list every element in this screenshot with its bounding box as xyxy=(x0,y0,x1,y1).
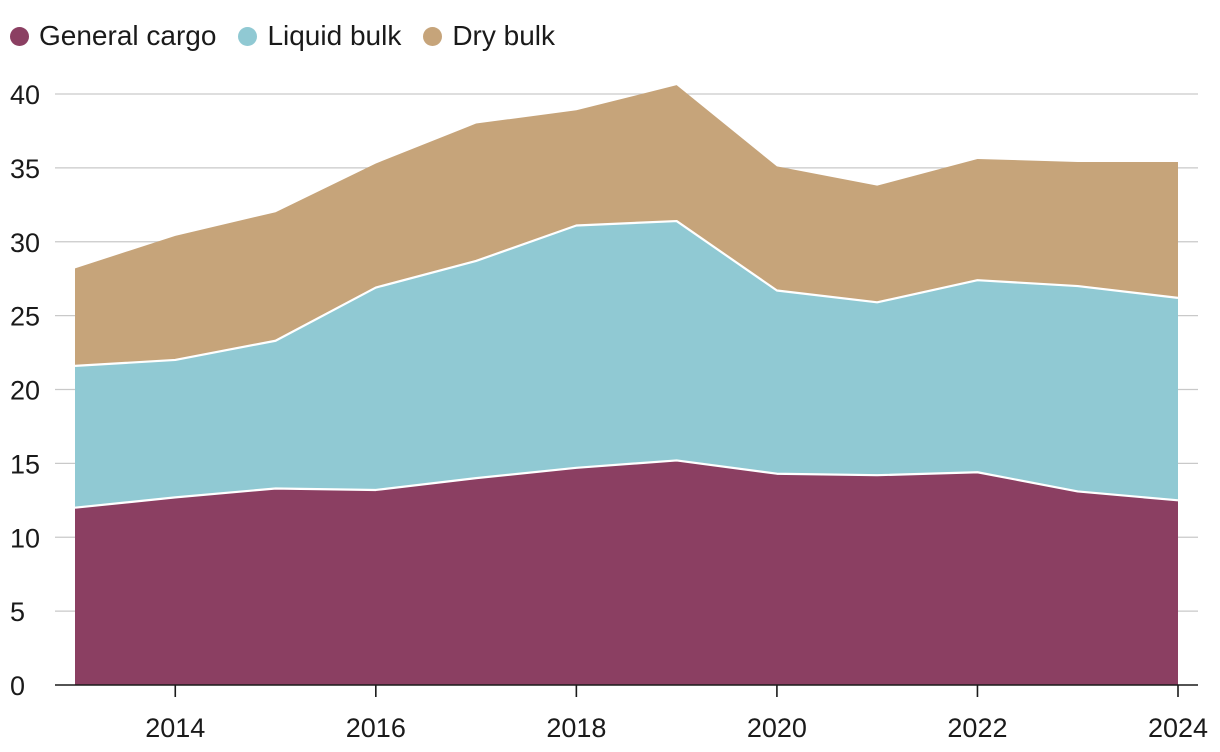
x-tick-labels: 2014 2016 2018 2020 2022 2024 xyxy=(145,713,1208,743)
series-areas xyxy=(75,85,1178,685)
legend-swatch-liquid-bulk xyxy=(238,26,258,46)
legend-item-dry-bulk: Dry bulk xyxy=(423,20,555,52)
boundary-general-cargo xyxy=(74,459,1179,509)
legend-label-liquid-bulk: Liquid bulk xyxy=(267,20,402,51)
x-tick-label-2020: 2020 xyxy=(747,713,807,743)
y-tick-label-35: 35 xyxy=(10,154,40,184)
legend-swatch-general-cargo xyxy=(10,26,29,46)
y-tick-label-20: 20 xyxy=(10,376,40,406)
x-tick-label-2014: 2014 xyxy=(145,713,205,743)
y-tick-label-0: 0 xyxy=(10,671,25,701)
x-tick-label-2018: 2018 xyxy=(546,713,606,743)
y-tick-labels: 0 5 10 15 20 25 30 35 40 xyxy=(10,80,40,701)
y-tick-label-10: 10 xyxy=(10,523,40,553)
y-tick-label-15: 15 xyxy=(10,449,40,479)
legend-item-liquid-bulk: Liquid bulk xyxy=(238,20,401,52)
area-liquid-bulk xyxy=(75,221,1178,508)
legend-swatch-dry-bulk xyxy=(423,26,443,46)
area-general-cargo xyxy=(75,460,1178,685)
y-tick-label-25: 25 xyxy=(10,302,40,332)
axes xyxy=(55,684,1198,697)
legend: General cargo Liquid bulk Dry bulk xyxy=(10,16,577,56)
x-tick-label-2016: 2016 xyxy=(346,713,406,743)
x-tick-label-2022: 2022 xyxy=(947,713,1007,743)
legend-label-general-cargo: General cargo xyxy=(39,20,217,51)
x-tick-label-2024: 2024 xyxy=(1148,713,1208,743)
series-boundary-lines xyxy=(74,219,1179,509)
legend-item-general-cargo: General cargo xyxy=(10,20,216,52)
y-tick-label-40: 40 xyxy=(10,80,40,110)
y-tick-label-30: 30 xyxy=(10,228,40,258)
y-tick-label-5: 5 xyxy=(10,597,25,627)
legend-label-dry-bulk: Dry bulk xyxy=(452,20,556,51)
boundary-liquid-bulk xyxy=(74,219,1179,367)
